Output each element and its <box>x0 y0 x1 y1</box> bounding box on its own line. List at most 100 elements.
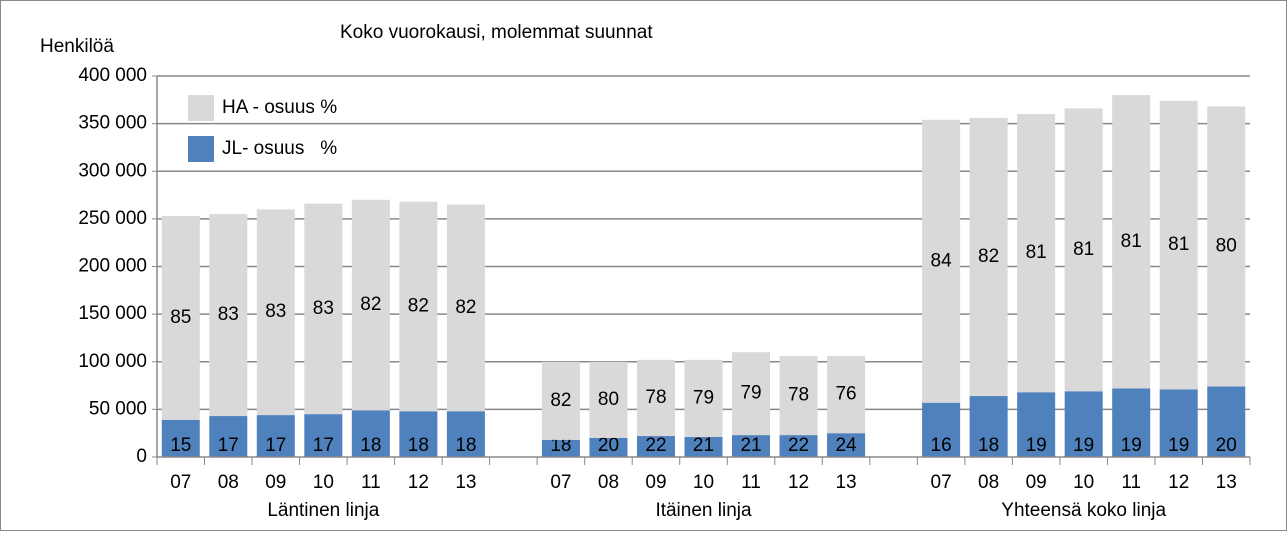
group-label: Läntinen linja <box>267 500 379 521</box>
data-label: 21 <box>740 435 761 456</box>
x-tick-label: 07 <box>550 472 571 493</box>
data-label: 15 <box>170 435 191 456</box>
data-label: 17 <box>313 435 334 456</box>
data-label: 80 <box>1216 236 1237 257</box>
data-label: 17 <box>218 435 239 456</box>
bar-segment <box>209 416 248 457</box>
x-tick-label: 12 <box>788 472 809 493</box>
bar-segment <box>969 396 1008 457</box>
bar-segment <box>161 216 200 420</box>
x-tick-label: 10 <box>313 472 334 493</box>
x-tick-label: 12 <box>408 472 429 493</box>
data-label: 76 <box>835 384 856 405</box>
data-label: 16 <box>931 435 952 456</box>
bar-segment <box>446 411 485 457</box>
legend-label: HA - osuus % <box>222 97 337 118</box>
y-tick-label: 150 000 <box>78 303 147 324</box>
data-label: 24 <box>835 435 857 456</box>
data-label: 22 <box>645 435 666 456</box>
x-tick-label: 13 <box>455 472 476 493</box>
y-tick-label: 100 000 <box>78 351 147 372</box>
bar-segment <box>541 439 580 457</box>
bar-segment <box>541 361 580 440</box>
bar-segment <box>732 435 771 457</box>
data-label: 81 <box>1073 239 1094 260</box>
data-label: 19 <box>1073 435 1094 456</box>
x-tick-label: 10 <box>1073 472 1094 493</box>
x-tick-label: 11 <box>741 472 761 493</box>
data-label: 21 <box>693 435 714 456</box>
data-label: 82 <box>360 294 381 315</box>
bar-segment <box>351 199 390 411</box>
x-tick-label: 09 <box>1026 472 1047 493</box>
bar-segment <box>1064 108 1103 392</box>
y-tick-label: 400 000 <box>78 65 147 86</box>
bar-segment <box>969 117 1008 397</box>
data-label: 83 <box>265 301 286 322</box>
bar-segment <box>399 201 438 412</box>
data-label: 19 <box>1168 435 1189 456</box>
y-tick-label: 250 000 <box>78 208 147 229</box>
x-tick-label: 08 <box>598 472 619 493</box>
bar-segment <box>161 419 200 457</box>
bar-segment <box>922 402 961 457</box>
data-label: 82 <box>455 297 476 318</box>
data-label: 78 <box>645 387 666 408</box>
bar-segment <box>779 435 818 457</box>
x-tick-label: 11 <box>361 472 381 493</box>
bar-segment <box>732 352 771 436</box>
data-label: 84 <box>931 250 953 271</box>
bar-segment <box>636 436 675 457</box>
bar-segment <box>636 359 675 437</box>
bar-segment <box>827 433 866 457</box>
bar-segment <box>399 411 438 457</box>
data-label: 20 <box>1216 435 1237 456</box>
data-label: 82 <box>978 246 999 267</box>
bar-segment <box>684 436 723 457</box>
bar-segment <box>1112 95 1151 389</box>
data-label: 18 <box>360 435 381 456</box>
bar-segment <box>304 414 343 457</box>
data-label: 82 <box>550 390 571 411</box>
group-label: Itäinen linja <box>655 500 752 521</box>
data-label: 79 <box>693 387 714 408</box>
x-tick-label: 13 <box>1216 472 1237 493</box>
data-label: 19 <box>1026 435 1047 456</box>
group-label: Yhteensä koko linja <box>1001 500 1166 521</box>
x-tick-label: 09 <box>645 472 666 493</box>
legend-label: JL- osuus % <box>222 138 337 159</box>
data-label: 83 <box>313 298 334 319</box>
data-label: 18 <box>550 435 571 456</box>
y-tick-label: 50 000 <box>89 398 147 419</box>
bar-segment <box>779 356 818 436</box>
y-tick-label: 200 000 <box>78 256 147 277</box>
data-label: 20 <box>598 435 619 456</box>
bar-segment <box>1017 392 1056 457</box>
data-label: 82 <box>408 296 429 317</box>
data-label: 18 <box>978 435 999 456</box>
bar-segment <box>589 437 628 457</box>
bar-segment <box>351 410 390 457</box>
bar-segment <box>1017 114 1056 393</box>
x-tick-label: 08 <box>218 472 239 493</box>
bar-segment <box>827 356 866 434</box>
bar-segment <box>1159 389 1198 457</box>
legend-swatch <box>188 136 214 162</box>
bar-segment <box>446 204 485 412</box>
data-label: 83 <box>218 304 239 325</box>
data-label: 78 <box>788 385 809 406</box>
y-tick-label: 300 000 <box>78 160 147 181</box>
y-tick-label: 0 <box>136 446 147 467</box>
bar-segment <box>1159 100 1198 390</box>
data-label: 85 <box>170 307 191 328</box>
x-tick-label: 07 <box>170 472 191 493</box>
data-label: 17 <box>265 435 286 456</box>
x-tick-label: 07 <box>931 472 952 493</box>
legend-swatch <box>188 95 214 121</box>
bar-segment <box>304 203 343 415</box>
bar-segment <box>256 209 295 416</box>
data-label: 80 <box>598 389 619 410</box>
bar-segment <box>1207 106 1246 387</box>
bar-segment <box>1064 391 1103 457</box>
